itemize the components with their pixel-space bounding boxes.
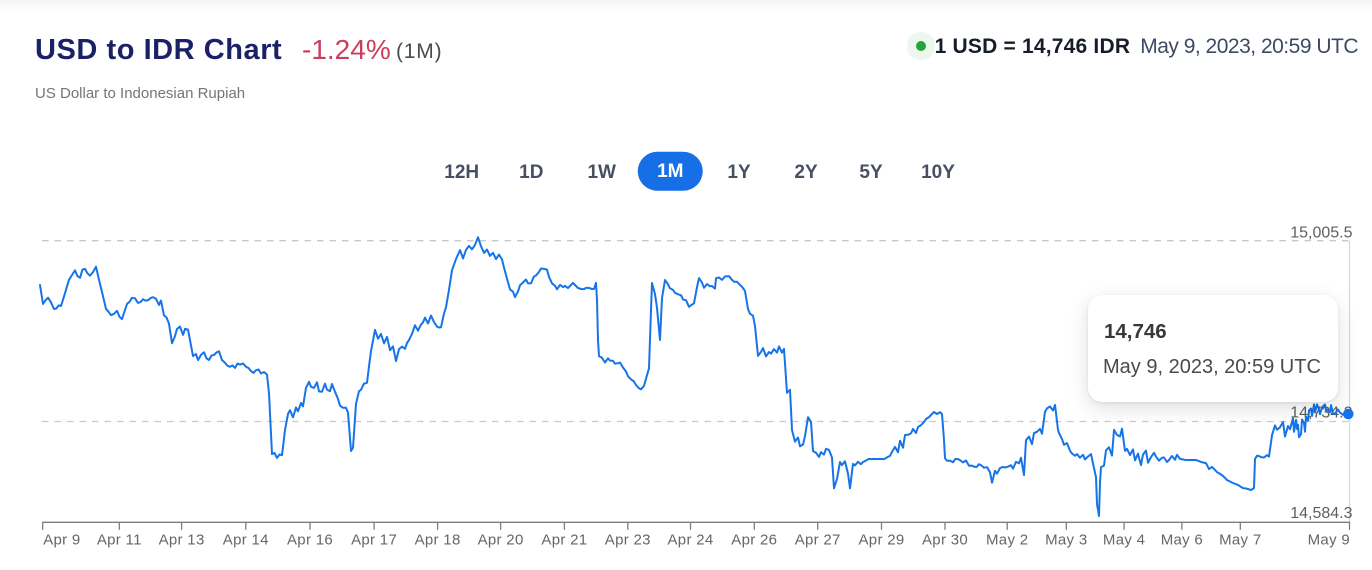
svg-text:Apr 18: Apr 18 bbox=[415, 532, 461, 549]
svg-text:Apr 11: Apr 11 bbox=[97, 532, 142, 549]
svg-text:Apr 29: Apr 29 bbox=[859, 532, 905, 549]
svg-text:Apr 14: Apr 14 bbox=[223, 532, 269, 549]
svg-text:May 7: May 7 bbox=[1219, 532, 1261, 549]
svg-text:Apr 30: Apr 30 bbox=[922, 532, 968, 549]
svg-text:May 4: May 4 bbox=[1103, 532, 1145, 549]
svg-text:14,584.3: 14,584.3 bbox=[1290, 505, 1352, 522]
svg-text:Apr 17: Apr 17 bbox=[351, 532, 397, 549]
svg-text:May 3: May 3 bbox=[1045, 532, 1087, 549]
svg-text:Apr 21: Apr 21 bbox=[541, 532, 587, 549]
svg-text:Apr 20: Apr 20 bbox=[478, 532, 524, 549]
svg-text:Apr 9: Apr 9 bbox=[43, 532, 80, 549]
svg-text:Apr 24: Apr 24 bbox=[668, 532, 714, 549]
svg-text:Apr 13: Apr 13 bbox=[159, 532, 205, 549]
svg-text:May 2: May 2 bbox=[986, 532, 1028, 549]
svg-text:Apr 16: Apr 16 bbox=[287, 532, 333, 549]
svg-text:Apr 27: Apr 27 bbox=[795, 532, 841, 549]
svg-text:15,005.5: 15,005.5 bbox=[1290, 224, 1352, 241]
svg-text:May 6: May 6 bbox=[1161, 532, 1203, 549]
svg-text:Apr 23: Apr 23 bbox=[605, 532, 651, 549]
svg-text:Apr 26: Apr 26 bbox=[731, 532, 777, 549]
svg-text:May 9: May 9 bbox=[1308, 532, 1350, 549]
